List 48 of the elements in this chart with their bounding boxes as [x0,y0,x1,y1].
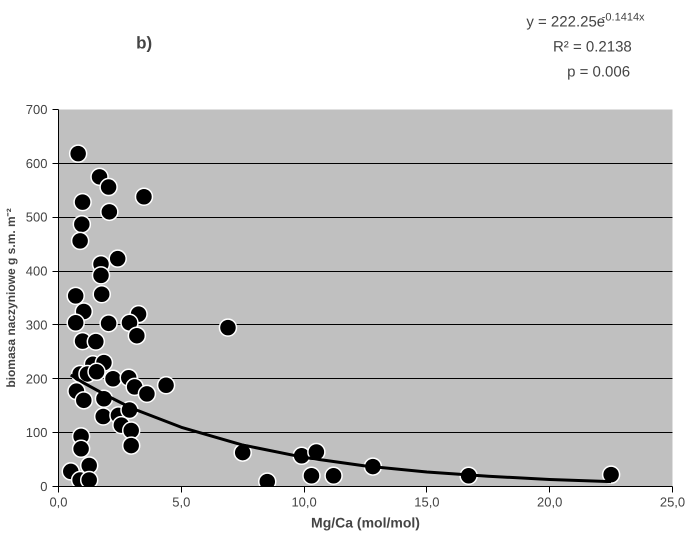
point [66,314,85,332]
point [92,266,110,285]
point [70,232,90,250]
point [602,465,620,484]
point [66,286,85,306]
point [92,284,111,304]
y-tick-label: 500 [26,210,48,225]
text: p = 0.006 [567,64,630,80]
point [94,407,112,426]
point [99,178,118,196]
point [99,314,118,333]
point [218,318,238,337]
point [302,466,321,485]
point [68,144,88,163]
point [86,332,106,351]
x-tick-label: 25,0 [660,494,686,510]
y-tick-label: 700 [26,102,48,117]
point [72,440,90,458]
point [72,214,92,234]
point [122,436,140,455]
point [324,466,343,485]
x-axis-title: Mg/Ca (mol/mol) [311,514,420,530]
point [138,384,156,404]
x-tick-label: 15,0 [414,494,440,510]
point [104,370,122,388]
point [100,202,119,222]
x-tick-label: 10,0 [291,494,317,510]
point [87,362,106,382]
x-tick-label: 0,0 [49,494,68,510]
y-tick-label: 0 [40,479,48,494]
text: R² = 0.2138 [552,38,632,56]
point [128,326,146,345]
point [120,314,139,332]
chart-title: b) [136,34,152,52]
point [122,421,140,440]
x-tick-label: 5,0 [172,494,190,510]
x-tick-label: 20,0 [537,494,562,510]
point [134,188,154,206]
point [108,249,127,268]
point [74,391,94,410]
y-tick-label: 300 [26,317,48,332]
y-tick-label: 600 [26,156,48,171]
y-tick-label: 100 [26,425,48,440]
y-tick-label: 200 [26,371,48,386]
y-axis-title: biomasa naczyniowe g s.m. m⁻² [4,208,18,388]
y-tick-label: 400 [26,264,48,279]
point [73,192,92,212]
point [156,376,176,394]
